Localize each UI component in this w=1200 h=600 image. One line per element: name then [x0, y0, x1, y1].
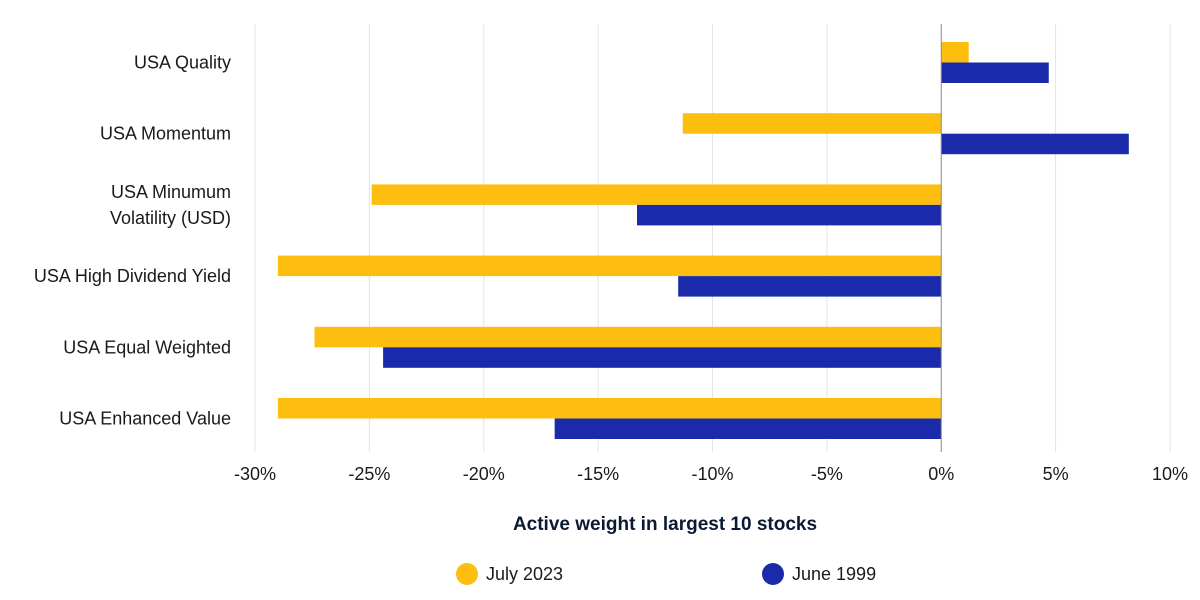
- category-label: USA High Dividend Yield: [34, 266, 231, 286]
- bar-june-1999[interactable]: [678, 276, 942, 297]
- gridlines: [254, 24, 1171, 452]
- x-tick-labels: -30% -25% -20% -15% -10% -5% 0% 5% 10%: [234, 464, 1188, 484]
- legend-item-june-1999[interactable]: June 1999: [762, 563, 876, 585]
- x-axis-title: Active weight in largest 10 stocks: [513, 514, 817, 535]
- legend-label-june-1999: June 1999: [792, 563, 877, 584]
- bar-july-2023[interactable]: [314, 326, 942, 348]
- bars: [277, 42, 1129, 440]
- bar-june-1999[interactable]: [941, 62, 1049, 84]
- x-tick-label: -10%: [691, 464, 733, 484]
- x-tick-label: -30%: [234, 464, 276, 484]
- bar-july-2023[interactable]: [371, 184, 942, 205]
- legend-label-july-2023: July 2023: [486, 563, 564, 584]
- category-label: USA Equal Weighted: [63, 337, 231, 357]
- x-tick-label: 0%: [928, 464, 954, 484]
- category-label: USA Quality: [134, 53, 231, 73]
- bar-july-2023[interactable]: [941, 42, 969, 63]
- category-label: USA Enhanced Value: [59, 409, 231, 429]
- legend-swatch-june-1999: [762, 563, 784, 585]
- category-label: USA Minumum Volatility (USD): [110, 182, 231, 228]
- category-label: USA Momentum: [100, 124, 231, 144]
- bar-june-1999[interactable]: [383, 347, 942, 368]
- x-tick-label: -20%: [463, 464, 505, 484]
- bar-july-2023[interactable]: [682, 113, 942, 134]
- bar-july-2023[interactable]: [277, 255, 942, 277]
- x-tick-label: -15%: [577, 464, 619, 484]
- x-tick-label: -25%: [348, 464, 390, 484]
- x-tick-label: 5%: [1043, 464, 1069, 484]
- bar-june-1999[interactable]: [554, 418, 942, 440]
- legend-item-july-2023[interactable]: July 2023: [456, 563, 563, 585]
- bar-june-1999[interactable]: [941, 133, 1129, 155]
- bar-june-1999[interactable]: [637, 204, 942, 226]
- bar-july-2023[interactable]: [277, 398, 942, 419]
- legend: July 2023 June 1999: [0, 563, 1200, 591]
- legend-swatch-july-2023: [456, 563, 478, 585]
- category-labels: USA Quality USA Momentum USA Minumum Volati…: [34, 53, 231, 429]
- x-tick-label: 10%: [1152, 464, 1188, 484]
- x-tick-label: -5%: [811, 464, 843, 484]
